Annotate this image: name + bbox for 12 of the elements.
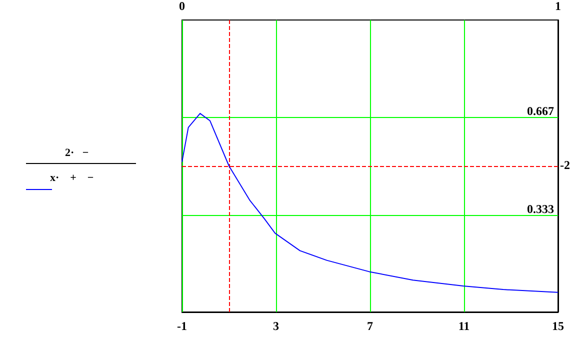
y-tick-label: 0.333 xyxy=(527,202,554,216)
x2-tick-label: 0 xyxy=(179,0,185,13)
x-tick-label: 3 xyxy=(273,319,279,333)
y-tick-label: 0.667 xyxy=(527,104,554,118)
x-tick-label: 15 xyxy=(552,319,564,333)
x-tick-label: 7 xyxy=(367,319,373,333)
x2-tick-label: 1 xyxy=(555,0,561,13)
text: -2 xyxy=(560,158,570,173)
x-tick-label: -1 xyxy=(177,319,187,333)
text: 2· − xyxy=(65,147,89,159)
text: x· + − xyxy=(50,172,94,184)
x-tick-label: 11 xyxy=(458,319,470,333)
